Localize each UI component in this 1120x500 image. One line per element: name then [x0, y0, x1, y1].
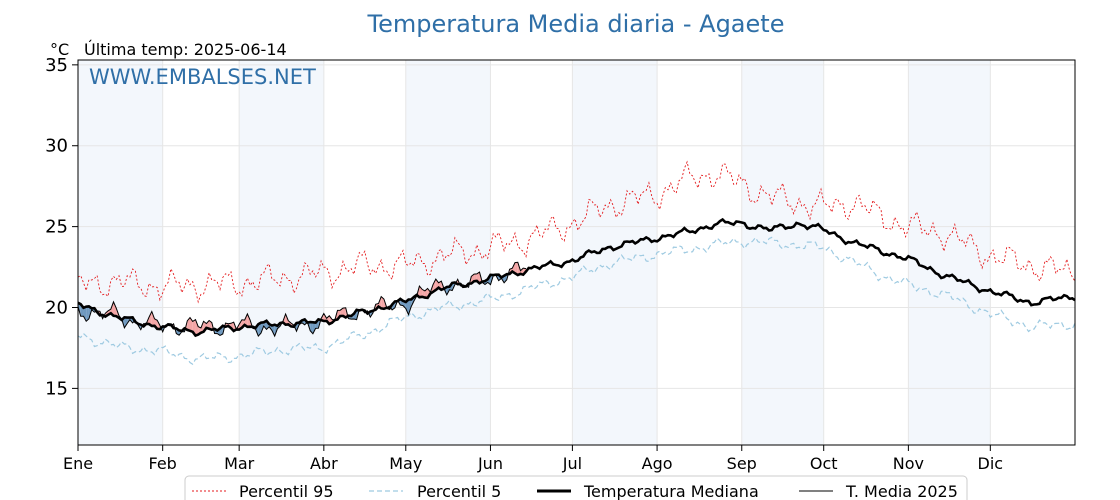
last-temp-label: Última temp: 2025-06-14 [84, 40, 287, 59]
x-tick-label: Ene [63, 454, 93, 473]
x-tick-label: Abr [310, 454, 338, 473]
legend-label-median: Temperatura Mediana [583, 482, 759, 500]
anomaly-above [515, 262, 518, 276]
anomaly-above [206, 320, 210, 329]
chart-title: Temperatura Media diaria - Agaete [367, 10, 785, 38]
x-tick-label: Sep [727, 454, 757, 473]
watermark: WWW.EMBALSES.NET [89, 65, 316, 89]
legend-label-p5: Percentil 5 [417, 482, 501, 500]
y-tick-label: 15 [45, 378, 68, 399]
x-tick-label: Mar [224, 454, 255, 473]
anomaly-above [209, 320, 212, 330]
anomaly-above [422, 289, 425, 298]
anomaly-below [408, 299, 412, 315]
month-band-Ene [78, 60, 163, 445]
y-tick-label: 20 [45, 298, 68, 319]
anomaly-below [86, 306, 89, 322]
x-tick-label: Jul [562, 454, 582, 473]
anomaly-below [405, 299, 409, 315]
anomaly-above [187, 317, 190, 331]
legend-label-current: T. Media 2025 [845, 482, 958, 500]
x-tick-label: Feb [149, 454, 177, 473]
x-tick-label: Nov [893, 454, 924, 473]
month-bands [78, 60, 991, 445]
month-band-Nov [908, 60, 991, 445]
series-line-temperatura-mediana [77, 217, 1076, 338]
anomaly-above [474, 273, 477, 282]
x-tick-label: May [389, 454, 422, 473]
anomaly-below [258, 322, 262, 337]
anomaly-above [244, 313, 248, 327]
series-line-t-media-2025 [77, 261, 527, 338]
series-line-percentil-5 [77, 236, 1076, 366]
anomaly-below [124, 317, 128, 328]
x-tick-label: Ago [642, 454, 673, 473]
anomaly-above [433, 279, 436, 292]
anomaly-above [113, 301, 117, 317]
legend: Percentil 95 Percentil 5 Temperatura Med… [184, 475, 968, 500]
anomaly-below [140, 323, 144, 330]
x-axis: Ene Feb Mar Abr May Jun Jul Ago Sep Oct Nov Dic [63, 445, 1003, 473]
anomaly-below [271, 324, 275, 337]
y-tick-label: 35 [45, 55, 68, 76]
month-band-Mar [239, 60, 324, 445]
anomaly-above [247, 313, 251, 327]
month-band-May [405, 60, 491, 445]
anomaly-above [149, 311, 152, 326]
legend-box [184, 475, 968, 500]
y-axis: 15 20 25 30 35 [45, 55, 78, 399]
anomaly-above [381, 296, 384, 309]
anomaly-below [312, 322, 316, 334]
x-tick-label: Dic [978, 454, 1004, 473]
y-tick-label: 30 [45, 136, 68, 157]
y-tick-label: 25 [45, 217, 68, 238]
x-tick-label: Jun [477, 454, 503, 473]
series-lines [77, 160, 1076, 366]
anomaly-above [200, 321, 204, 333]
legend-label-p95: Percentil 95 [239, 482, 334, 500]
anomaly-above [151, 311, 155, 326]
unit-label: °C [50, 40, 69, 59]
grid-lines [77, 60, 1075, 445]
x-tick-label: Oct [810, 454, 838, 473]
plot-frame [77, 59, 1076, 446]
month-band-Sep [741, 60, 824, 445]
series-line-percentil-95 [77, 160, 1076, 304]
anomaly-above [195, 319, 199, 336]
anomaly-below [83, 306, 87, 322]
